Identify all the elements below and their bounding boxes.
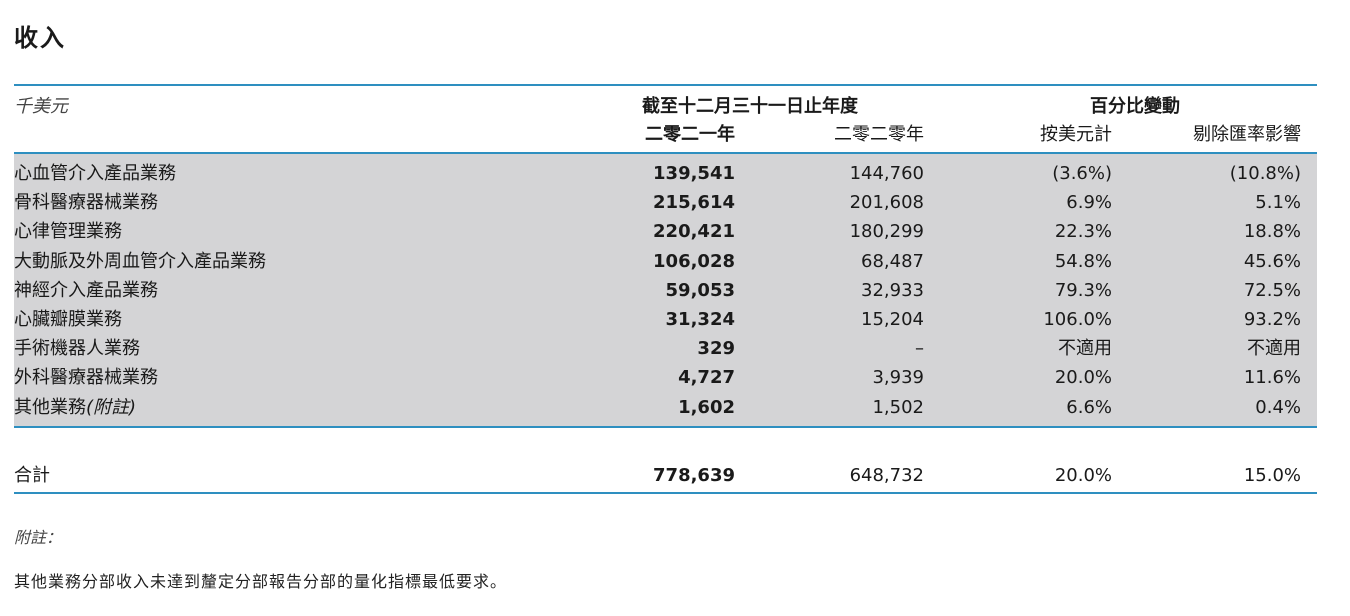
value-2021: 139,541	[653, 163, 735, 184]
body-shading	[14, 154, 1317, 426]
value-2021: 4,727	[678, 367, 735, 388]
value-2020: 15,204	[861, 309, 924, 330]
note-text: 其他業務分部收入未達到釐定分部報告分部的量化指標最低要求。	[14, 572, 508, 591]
period-group-header: 截至十二月三十一日止年度	[642, 96, 858, 117]
row-label: 其他業務(附註)	[14, 397, 136, 419]
row-label: 心律管理業務	[14, 221, 122, 243]
row-name: 其他業務	[14, 397, 86, 418]
value-2021: 106,028	[653, 251, 735, 272]
row-name: 心律管理業務	[14, 221, 122, 242]
change-usd: 6.6%	[1066, 397, 1112, 418]
value-2021: 31,324	[665, 309, 735, 330]
value-2021: 329	[697, 338, 735, 359]
value-2021: 59,053	[665, 280, 735, 301]
value-2020: 201,608	[849, 192, 924, 213]
change-fx: 18.8%	[1243, 221, 1301, 242]
top-rule	[14, 84, 1317, 86]
change-usd: 20.0%	[1054, 367, 1112, 388]
value-2020: 144,760	[849, 163, 924, 184]
note-title: 附註：	[14, 528, 63, 547]
change-fx: (10.8%)	[1229, 163, 1301, 184]
change-group-header: 百分比變動	[1090, 96, 1180, 117]
change-fx: 0.4%	[1255, 397, 1301, 418]
value-2020: 180,299	[849, 221, 924, 242]
header-rule	[14, 152, 1317, 154]
year-2020-header: 二零二零年	[834, 124, 924, 145]
change-fx: 93.2%	[1243, 309, 1301, 330]
change-usd: 79.3%	[1054, 280, 1112, 301]
change-fx: 72.5%	[1243, 280, 1301, 301]
row-label: 心血管介入產品業務	[14, 163, 176, 185]
total-2020: 648,732	[849, 465, 924, 486]
change-fx-header: 剔除匯率影響	[1193, 124, 1301, 145]
row-name: 神經介入產品業務	[14, 280, 158, 301]
change-usd: 54.8%	[1054, 251, 1112, 272]
row-name: 骨科醫療器械業務	[14, 192, 158, 213]
total-2021: 778,639	[653, 465, 735, 486]
total-label: 合計	[14, 465, 50, 486]
page-title: 收入	[14, 24, 66, 52]
row-name: 心臟瓣膜業務	[14, 309, 122, 330]
unit-label: 千美元	[14, 96, 68, 117]
change-usd: 22.3%	[1054, 221, 1112, 242]
row-label: 神經介入產品業務	[14, 280, 158, 302]
total-change-fx: 15.0%	[1243, 465, 1301, 486]
row-label: 大動脈及外周血管介入產品業務	[14, 251, 266, 273]
row-label: 外科醫療器械業務	[14, 367, 158, 389]
row-name: 大動脈及外周血管介入產品業務	[14, 251, 266, 272]
change-usd: (3.6%)	[1052, 163, 1112, 184]
year-2021-header: 二零二一年	[645, 124, 735, 145]
value-2021: 220,421	[653, 221, 735, 242]
change-usd: 106.0%	[1043, 309, 1112, 330]
total-change-usd: 20.0%	[1054, 465, 1112, 486]
row-label: 心臟瓣膜業務	[14, 309, 122, 331]
value-2020: 32,933	[861, 280, 924, 301]
body-bottom-rule	[14, 426, 1317, 428]
change-usd: 6.9%	[1066, 192, 1112, 213]
change-usd: 不適用	[1058, 338, 1112, 359]
row-label: 手術機器人業務	[14, 338, 140, 360]
change-fx: 不適用	[1247, 338, 1301, 359]
value-2020: –	[915, 338, 924, 359]
row-name: 手術機器人業務	[14, 338, 140, 359]
row-name: 外科醫療器械業務	[14, 367, 158, 388]
total-rule	[14, 492, 1317, 494]
change-fx: 5.1%	[1255, 192, 1301, 213]
value-2020: 1,502	[872, 397, 924, 418]
value-2021: 215,614	[653, 192, 735, 213]
row-name: 心血管介入產品業務	[14, 163, 176, 184]
change-fx: 11.6%	[1243, 367, 1301, 388]
value-2020: 3,939	[872, 367, 924, 388]
row-label: 骨科醫療器械業務	[14, 192, 158, 214]
row-name-note: (附註)	[86, 397, 137, 418]
value-2020: 68,487	[861, 251, 924, 272]
value-2021: 1,602	[678, 397, 735, 418]
change-usd-header: 按美元計	[1040, 124, 1112, 145]
change-fx: 45.6%	[1243, 251, 1301, 272]
